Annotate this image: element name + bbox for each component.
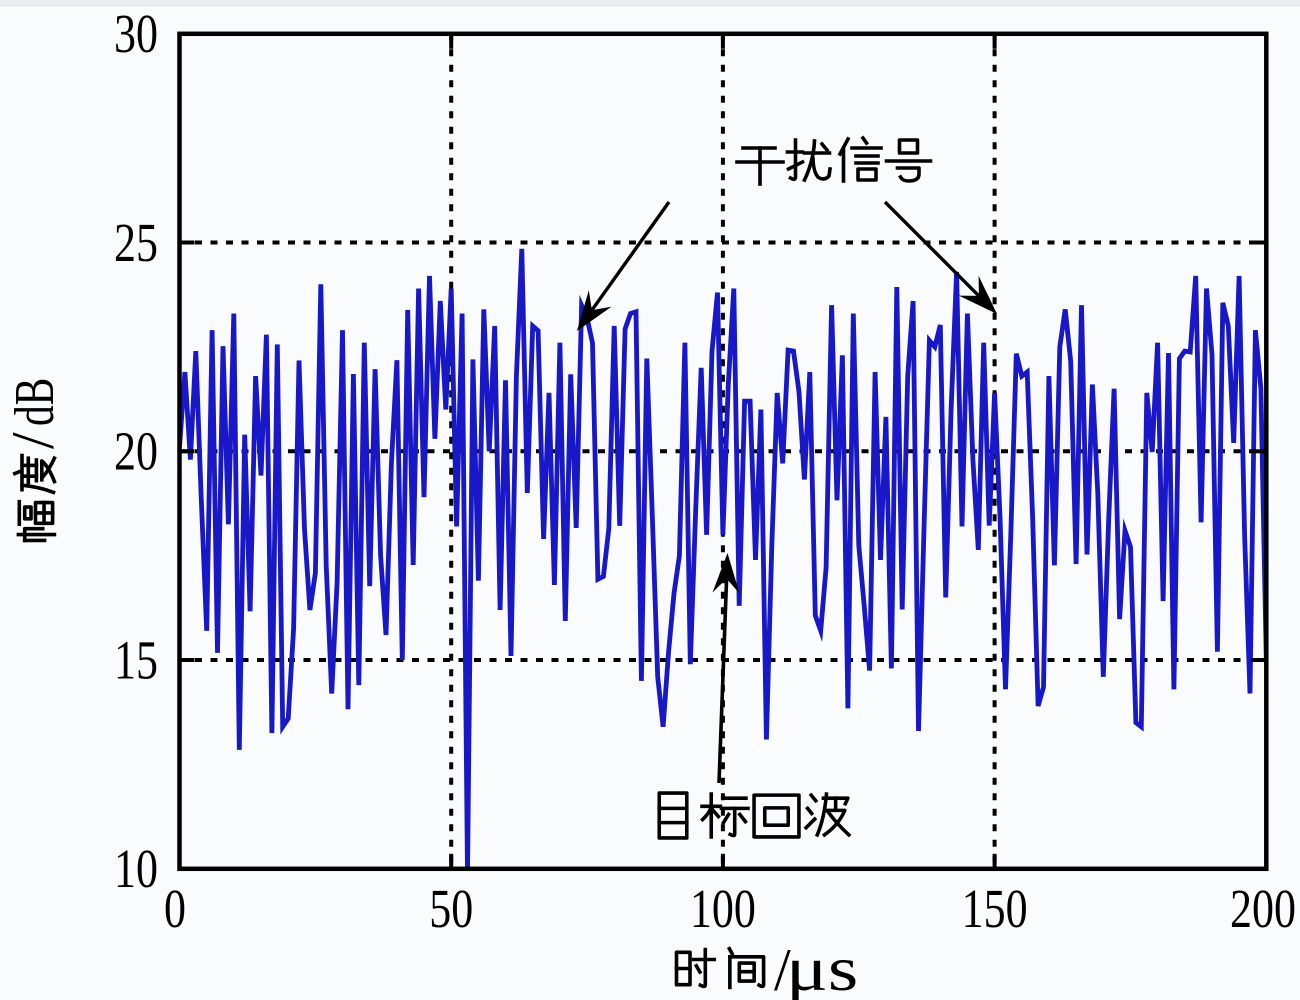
svg-text:0: 0	[164, 878, 186, 939]
svg-text:50: 50	[429, 878, 473, 939]
svg-text:/: /	[774, 937, 791, 1000]
svg-text:30: 30	[114, 4, 158, 65]
svg-text:15: 15	[114, 630, 158, 691]
svg-text:10: 10	[114, 839, 158, 900]
svg-text:dB: dB	[3, 378, 66, 426]
svg-text:μs: μs	[786, 934, 858, 1000]
svg-text:100: 100	[690, 878, 756, 939]
svg-text:150: 150	[962, 878, 1028, 939]
svg-text:20: 20	[114, 421, 158, 482]
svg-text:200: 200	[1230, 878, 1296, 939]
svg-text:25: 25	[114, 212, 158, 273]
svg-text:/: /	[0, 432, 66, 449]
